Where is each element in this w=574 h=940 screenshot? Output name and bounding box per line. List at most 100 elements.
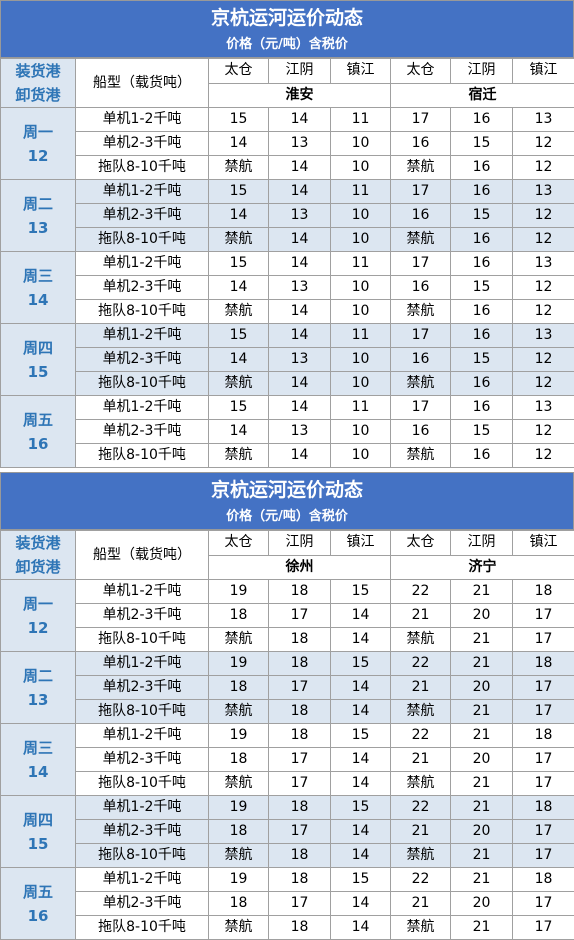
price-cell: 禁航 (208, 371, 269, 396)
price-cell: 禁航 (208, 843, 269, 868)
price-cell: 15 (208, 179, 269, 204)
table-section: 京杭运河运价动态 价格（元/吨）含税价 装货港 卸货港 船型（载货吨） 太仓 江阴 镇江 太仓江… (0, 0, 574, 468)
ship-type: 单机2-3千吨 (75, 347, 209, 372)
price-cell: 16 (450, 371, 513, 396)
price-cell: 15 (450, 131, 513, 156)
price-cell: 13 (268, 347, 331, 372)
port-header: 太仓 (208, 58, 269, 84)
day-date: 13 (27, 690, 49, 709)
price-cell: 18 (268, 627, 331, 652)
price-cell: 禁航 (390, 299, 451, 324)
price-cell: 10 (330, 131, 391, 156)
price-cell: 18 (208, 603, 269, 628)
price-cell: 22 (390, 867, 451, 892)
price-cell: 13 (512, 179, 574, 204)
data-row: 单机2-3千吨 18 17 14 21 20 17 (1, 747, 574, 772)
price-cell: 禁航 (208, 299, 269, 324)
table-header: 京杭运河运价动态 价格（元/吨）含税价 (0, 0, 574, 58)
data-row: 周四 15 单机1-2千吨 15 14 11 17 16 13 (0, 323, 574, 396)
price-cell: 17 (512, 891, 574, 916)
price-cell: 13 (268, 131, 331, 156)
day-name: 周二 (22, 194, 53, 213)
load-port-label: 装货港 (15, 534, 61, 552)
ship-type: 拖队8-10千吨 (75, 699, 209, 724)
price-cell: 12 (512, 227, 574, 252)
price-cell: 21 (450, 579, 513, 604)
data-row: 拖队8-10千吨 禁航 18 14 禁航 21 17 (0, 699, 574, 724)
price-cell: 13 (268, 419, 331, 444)
table-subtitle: 价格（元/吨）含税价 (226, 509, 348, 524)
price-cell: 禁航 (208, 227, 269, 252)
price-cell: 17 (512, 627, 574, 652)
ship-type: 拖队8-10千吨 (75, 443, 209, 468)
price-cell: 18 (512, 723, 574, 748)
ship-type-header: 船型（载货吨） (75, 58, 209, 108)
price-cell: 禁航 (390, 443, 451, 468)
price-cell: 14 (208, 419, 269, 444)
unload-port-label: 卸货港 (15, 558, 61, 576)
price-cell: 14 (268, 107, 331, 132)
data-row: 周一 12 单机1-2千吨 19 18 15 22 21 18 (0, 579, 574, 652)
price-cell: 20 (450, 819, 513, 844)
port-header: 江阴 (268, 530, 331, 556)
price-cell: 13 (512, 323, 574, 348)
day-name: 周二 (22, 666, 53, 685)
price-cell: 14 (268, 179, 331, 204)
price-cell: 20 (450, 747, 513, 772)
data-row: 单机2-3千吨 14 13 10 16 15 12 (1, 131, 574, 156)
data-row: 拖队8-10千吨 禁航 18 14 禁航 21 17 (1, 915, 574, 940)
table-header: 京杭运河运价动态 价格（元/吨）含税价 (0, 472, 574, 530)
price-cell: 14 (330, 627, 391, 652)
price-cell: 10 (330, 419, 391, 444)
price-cell: 14 (330, 771, 391, 796)
price-cell: 禁航 (390, 227, 451, 252)
price-cell: 14 (208, 275, 269, 300)
price-cell: 18 (512, 867, 574, 892)
ship-type: 单机1-2千吨 (75, 179, 209, 204)
price-cell: 16 (390, 131, 451, 156)
price-cell: 13 (512, 107, 574, 132)
price-cell: 17 (390, 323, 451, 348)
day-cell: 周二 13 (0, 651, 76, 724)
price-cell: 16 (390, 275, 451, 300)
price-cell: 16 (390, 419, 451, 444)
price-cell: 12 (512, 347, 574, 372)
price-cell: 禁航 (208, 155, 269, 180)
data-row: 周四 15 单机1-2千吨 19 18 15 22 21 18 (0, 795, 574, 868)
price-cell: 17 (390, 251, 451, 276)
price-cell: 17 (390, 179, 451, 204)
data-row: 单机2-3千吨 18 17 14 21 20 17 (1, 603, 574, 628)
price-cell: 禁航 (390, 155, 451, 180)
price-cell: 18 (268, 915, 331, 940)
price-cell: 15 (330, 723, 391, 748)
price-cell: 14 (268, 227, 331, 252)
price-cell: 14 (268, 443, 331, 468)
price-cell: 16 (450, 323, 513, 348)
price-cell: 14 (268, 299, 331, 324)
price-cell: 禁航 (390, 771, 451, 796)
ship-type: 拖队8-10千吨 (75, 371, 209, 396)
port-label-cell: 装货港 卸货港 (0, 530, 76, 580)
price-cell: 14 (268, 155, 331, 180)
price-cell: 20 (450, 603, 513, 628)
ship-type: 单机2-3千吨 (75, 891, 209, 916)
price-cell: 17 (268, 747, 331, 772)
data-row: 单机2-3千吨 18 17 14 21 20 17 (0, 675, 574, 700)
price-cell: 21 (390, 819, 451, 844)
price-cell: 18 (268, 699, 331, 724)
price-cell: 14 (330, 603, 391, 628)
ship-type: 拖队8-10千吨 (75, 771, 209, 796)
ship-type: 单机2-3千吨 (75, 603, 209, 628)
day-date: 14 (27, 290, 49, 309)
price-cell: 15 (450, 347, 513, 372)
price-cell: 13 (268, 203, 331, 228)
port-header: 太仓 (390, 530, 451, 556)
price-cell: 17 (512, 843, 574, 868)
day-cell: 周五 16 (0, 867, 76, 940)
day-cell: 周四 15 (0, 323, 76, 396)
data-row: 周三 14 单机1-2千吨 19 18 15 22 21 18 (0, 723, 574, 796)
price-cell: 12 (512, 275, 574, 300)
price-cell: 禁航 (390, 843, 451, 868)
price-cell: 18 (268, 867, 331, 892)
